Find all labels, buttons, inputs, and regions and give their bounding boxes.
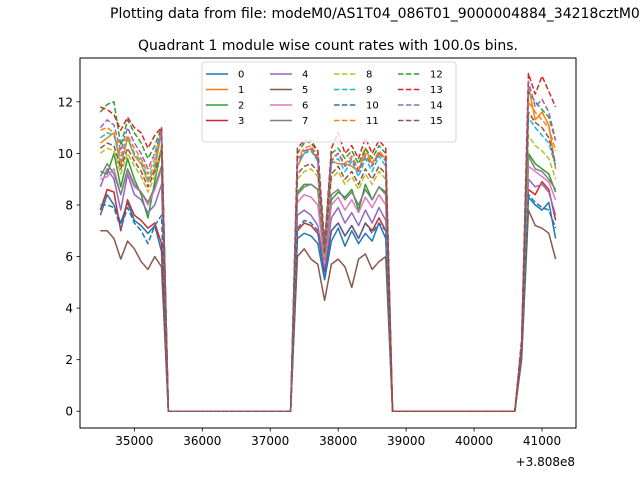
x-tick-label: 37000 (251, 434, 289, 448)
x-offset-label: +3.808e8 (516, 455, 575, 469)
legend-label-15: 15 (430, 116, 443, 127)
chart-title: Quadrant 1 module wise count rates with … (138, 38, 518, 54)
series-line-15 (99, 111, 557, 412)
legend-label-14: 14 (430, 101, 443, 112)
legend-label-9: 9 (366, 85, 372, 96)
x-tick-label: 36000 (183, 434, 221, 448)
y-tick-label: 0 (65, 405, 73, 419)
series-line-14 (99, 80, 557, 412)
x-tick-label: 40000 (455, 434, 493, 448)
y-tick-label: 6 (65, 250, 73, 264)
legend-label-10: 10 (366, 101, 379, 112)
x-tick-label: 41000 (523, 434, 561, 448)
suptitle-text: Plotting data from file: modeM0/AS1T04_0… (110, 6, 640, 22)
legend-label-0: 0 (238, 70, 244, 81)
x-tick-label: 38000 (319, 434, 357, 448)
legend-label-13: 13 (430, 85, 443, 96)
y-tick-label: 4 (65, 302, 73, 316)
axes-frame (79, 57, 577, 429)
legend-label-8: 8 (366, 70, 372, 81)
legend-label-2: 2 (238, 101, 244, 112)
y-axis: 0 2 4 6 8 10 12 (58, 95, 80, 419)
y-tick-label: 2 (65, 353, 73, 367)
plot-lines (99, 72, 557, 412)
series-line-11 (100, 101, 557, 412)
y-tick-label: 8 (65, 198, 73, 212)
legend-label-6: 6 (302, 101, 308, 112)
legend-label-3: 3 (238, 116, 244, 127)
series-line-8 (99, 134, 557, 412)
legend-label-12: 12 (430, 70, 443, 81)
legend-label-5: 5 (302, 85, 308, 96)
legend-label-7: 7 (302, 116, 308, 127)
legend-label-1: 1 (238, 85, 244, 96)
legend-label-11: 11 (366, 116, 379, 127)
legend-box (201, 61, 457, 143)
y-tick-label: 10 (58, 147, 73, 161)
y-tick-label: 12 (58, 95, 73, 109)
x-tick-label: 35000 (115, 434, 153, 448)
figure-suptitle: Plotting data from file: modeM0/AS1T04_0… (0, 6, 640, 26)
x-tick-label: 39000 (387, 434, 425, 448)
legend-label-4: 4 (302, 70, 308, 81)
x-axis: 35000 36000 37000 38000 39000 40000 41000 (115, 428, 561, 448)
